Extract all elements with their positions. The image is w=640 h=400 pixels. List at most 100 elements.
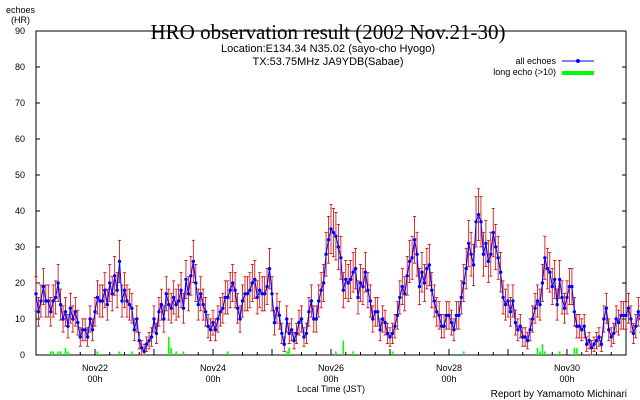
y-axis-label-line1: echoes [6,5,36,15]
data-point [572,310,577,314]
data-point [398,295,402,300]
data-point [90,328,95,332]
long-echo-bar [182,351,185,355]
data-point [176,299,181,303]
chart-title: HRO observation result (2002 Nov.21-30) [150,20,505,44]
data-point [140,346,144,350]
data-point [481,252,486,256]
data-point [206,324,210,328]
data-point [88,317,92,321]
data-point [81,328,85,332]
y-tick-label: 60 [15,134,25,144]
data-point [437,313,441,318]
data-point [631,331,636,336]
long-echo-bar [335,351,337,355]
data-point [314,317,318,321]
data-point [272,320,277,325]
data-point [565,295,569,300]
long-echo-bar [288,347,291,355]
data-point [341,288,345,292]
data-point [368,299,373,303]
data-point [400,284,404,289]
data-point [299,317,304,321]
data-point [501,295,505,300]
long-echo-bar [49,351,52,355]
data-point [479,220,483,224]
data-point [157,310,161,314]
data-point [449,320,454,325]
data-point [248,288,252,292]
data-point [285,317,289,321]
data-point [243,292,247,296]
data-point [120,299,124,303]
data-point [83,328,87,332]
data-point [385,331,390,336]
data-point [321,281,326,285]
data-point [575,324,579,328]
x-tick-label: Nov24 [200,363,226,373]
data-point [577,324,581,328]
data-point [506,299,510,303]
data-point [344,277,348,282]
data-point [100,299,105,303]
data-point [297,320,301,325]
data-point [584,342,589,346]
data-point [621,313,626,318]
data-point [518,324,522,328]
data-point [196,302,200,307]
data-point [614,317,618,321]
data-point [466,241,471,246]
y-tick-label: 90 [15,26,25,36]
legend-label-long-echo: long echo (>10) [493,67,556,77]
long-echo-bar [67,351,69,355]
data-point [93,310,97,314]
data-point [262,292,267,296]
data-point [508,310,513,314]
data-point [348,277,353,282]
x-tick-label-hour: 00h [441,374,456,384]
data-point [329,227,333,231]
data-point [486,259,491,264]
data-point [476,212,481,217]
data-point [459,295,463,300]
data-point [525,338,530,343]
data-point [629,317,633,321]
data-point [388,335,392,339]
data-point [503,302,508,307]
data-point [412,238,417,242]
data-point [548,270,552,274]
data-point [442,324,446,328]
data-point [181,306,186,310]
data-point [280,331,284,336]
data-point [395,313,400,318]
data-point [462,281,466,285]
data-point [277,313,282,318]
data-point [604,306,609,310]
data-point [304,331,309,336]
data-point [474,220,478,224]
long-echo-bar [342,340,345,355]
x-tick-label-hour: 00h [559,374,574,384]
data-point [179,288,183,292]
data-point [378,328,382,332]
long-echo-bar [59,351,62,355]
data-point [516,328,520,332]
data-point [376,310,380,314]
long-echo-bar [96,351,99,355]
data-point [184,277,188,282]
data-point [174,302,178,307]
long-echo-bar [64,347,67,355]
data-point [415,252,419,256]
data-point [602,317,606,321]
long-echo-bar [57,351,59,355]
data-point [530,317,535,321]
data-point [540,281,545,285]
data-point [607,328,611,332]
data-point [122,288,127,292]
data-point [270,292,274,296]
data-point [103,288,107,292]
data-point [125,299,129,303]
data-point [78,335,82,339]
data-point [609,335,613,339]
data-point [533,306,537,310]
